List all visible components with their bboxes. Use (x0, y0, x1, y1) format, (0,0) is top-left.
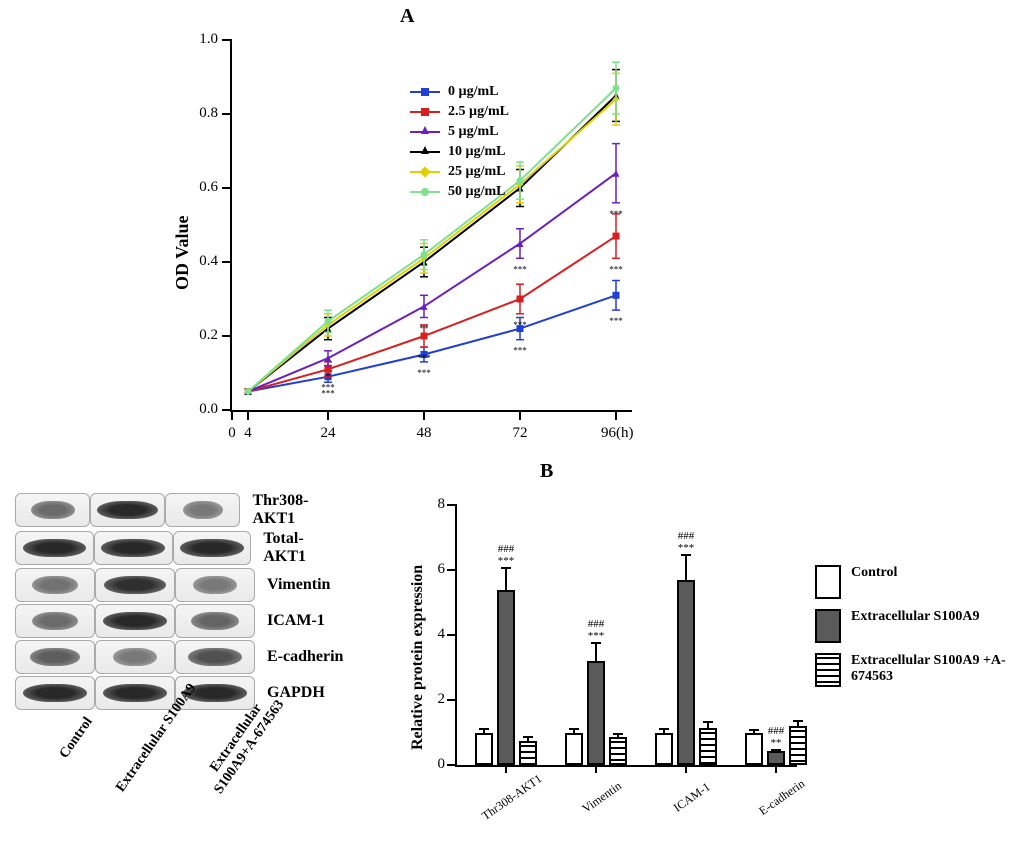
blot-row: Thr308-AKT1 (15, 492, 345, 528)
panel-b-bar-chart: Relative protein expression 02468###***T… (395, 495, 815, 825)
chart-b-sig: ###*** (489, 543, 523, 567)
chart-b-bar (699, 728, 717, 765)
chart-a-ytick: 0.4 (182, 253, 218, 270)
chart-a-ytick: 1.0 (182, 31, 218, 48)
chart-b-bar (519, 741, 537, 765)
panel-b-western-blots: Thr308-AKT1Total-AKT1 Vimentin ICAM-1 E-cad… (15, 490, 345, 712)
chart-b-sig: ###** (759, 725, 793, 749)
chart-b-legend-item: Extracellular S100A9 +A-674563 (815, 653, 1020, 687)
chart-b-bar (587, 661, 605, 765)
chart-a-xtick: 72 (505, 425, 535, 442)
chart-b-bar (565, 733, 583, 766)
svg-text:***: *** (513, 264, 527, 274)
svg-text:***: *** (417, 353, 431, 363)
chart-b-legend: Control Extracellular S100A9 Extracellular… (815, 555, 1020, 697)
svg-text:***: *** (609, 316, 623, 326)
chart-a-xtick: 96(h) (601, 425, 631, 442)
blot-row-label: ICAM-1 (267, 612, 325, 630)
chart-a-legend: 0 µg/mL 2.5 µg/mL 5 µg/mL 10 µg/mL 25 µg/mL 5… (410, 80, 509, 204)
chart-b-legend-item: Extracellular S100A9 (815, 609, 1020, 643)
chart-b-bar (655, 733, 673, 766)
chart-b-bar (677, 580, 695, 765)
chart-a-legend-item: 10 µg/mL (410, 144, 509, 160)
chart-b-bar (497, 590, 515, 766)
chart-a-legend-item: 5 µg/mL (410, 124, 509, 140)
chart-b-xtick: Thr308-AKT1 (475, 768, 549, 826)
chart-b-xtick: E-cadherin (745, 768, 819, 826)
chart-b-bar (609, 737, 627, 765)
svg-text:***: *** (321, 383, 335, 393)
panel-b-label: B (540, 460, 553, 483)
chart-b-ytick: 4 (431, 626, 445, 643)
svg-text:**: ** (420, 324, 430, 334)
chart-b-bar (767, 751, 785, 765)
chart-a-xtick: 48 (409, 425, 439, 442)
chart-b-sig: ###*** (669, 530, 703, 554)
panel-a-line-chart: OD Value *******************************… (150, 30, 650, 450)
svg-text:***: *** (417, 368, 431, 378)
blot-row-label: Vimentin (267, 576, 330, 594)
chart-b-legend-item: Control (815, 565, 1020, 599)
chart-b-xtick: Vimentin (565, 768, 639, 826)
chart-a-xtick: 24 (313, 425, 343, 442)
chart-b-ytick: 0 (431, 756, 445, 773)
chart-b-plot-area: 02468###***Thr308-AKT1###***Vimentin###*… (455, 505, 797, 767)
blot-row-label: Thr308-AKT1 (252, 492, 345, 528)
chart-a-xtick: 4 (233, 425, 263, 442)
chart-b-bar (789, 726, 807, 765)
svg-text:***: *** (513, 346, 527, 356)
blot-row: E-cadherin (15, 640, 345, 674)
blot-row-label: E-cadherin (267, 648, 343, 666)
chart-a-legend-item: 0 µg/mL (410, 84, 509, 100)
panel-a-label: A (400, 5, 414, 28)
chart-a-legend-item: 2.5 µg/mL (410, 104, 509, 120)
blot-row: ICAM-1 (15, 604, 345, 638)
svg-text:*: * (326, 372, 331, 382)
chart-a-ytick: 0.0 (182, 401, 218, 418)
svg-text:***: *** (609, 209, 623, 219)
chart-a-ytick: 0.2 (182, 327, 218, 344)
chart-b-ytick: 8 (431, 496, 445, 513)
blot-row: Vimentin (15, 568, 345, 602)
chart-a-legend-item: 50 µg/mL (410, 184, 509, 200)
svg-text:***: *** (609, 264, 623, 274)
chart-a-ytick: 0.6 (182, 179, 218, 196)
chart-b-ytick: 2 (431, 691, 445, 708)
blot-row: Total-AKT1 (15, 530, 345, 566)
chart-a-legend-item: 25 µg/mL (410, 164, 509, 180)
chart-b-sig: ###*** (579, 618, 613, 642)
chart-b-ytick: 6 (431, 561, 445, 578)
chart-a-ytick: 0.8 (182, 105, 218, 122)
chart-b-xtick: ICAM-1 (655, 768, 729, 826)
blot-row-label: Total-AKT1 (263, 530, 345, 566)
chart-b-ylabel: Relative protein expression (409, 565, 427, 750)
chart-b-bar (475, 733, 493, 766)
svg-text:***: *** (513, 320, 527, 330)
